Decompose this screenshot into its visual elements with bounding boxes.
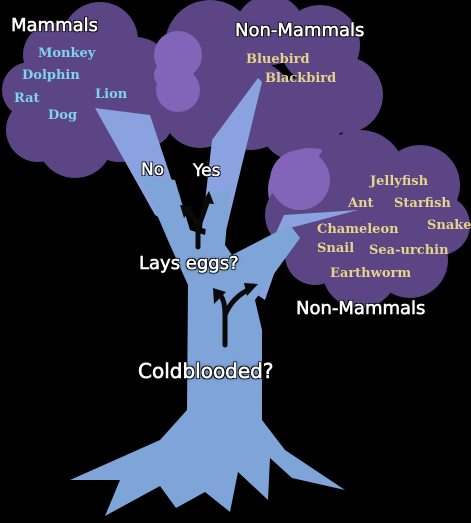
animal-starfish: Starfish (394, 196, 451, 211)
arrow-heads (180, 191, 258, 304)
tree-trunk (70, 175, 345, 516)
animal-jellyfish: Jellyfish (370, 174, 429, 189)
animal-earthworm: Earthworm (330, 266, 412, 281)
animal-lion: Lion (95, 87, 128, 102)
animal-rat: Rat (14, 91, 40, 106)
animal-monkey: Monkey (38, 46, 96, 61)
animal-snail: Snail (317, 241, 355, 256)
question-lays-eggs: Lays eggs? (139, 253, 239, 275)
animal-snake: Snake (427, 218, 471, 233)
animal-dolphin: Dolphin (22, 68, 80, 83)
animal-bluebird: Bluebird (246, 52, 310, 67)
answer-no: No (141, 160, 165, 181)
question-coldblooded: Coldblooded? (138, 359, 274, 384)
animal-dog: Dog (48, 108, 78, 123)
coldblooded-canopy (265, 130, 470, 308)
animal-sea-urchin: Sea-urchin (369, 243, 449, 258)
mammals-title: Mammals (11, 15, 99, 37)
nonmammals-bottom-title: Non-Mammals (296, 298, 426, 320)
animal-chameleon: Chameleon (317, 222, 399, 237)
nonmammals-top-title: Non-Mammals (235, 20, 365, 42)
animal-ant: Ant (348, 196, 374, 211)
answer-yes: Yes (193, 161, 221, 182)
animal-blackbird: Blackbird (265, 71, 337, 86)
